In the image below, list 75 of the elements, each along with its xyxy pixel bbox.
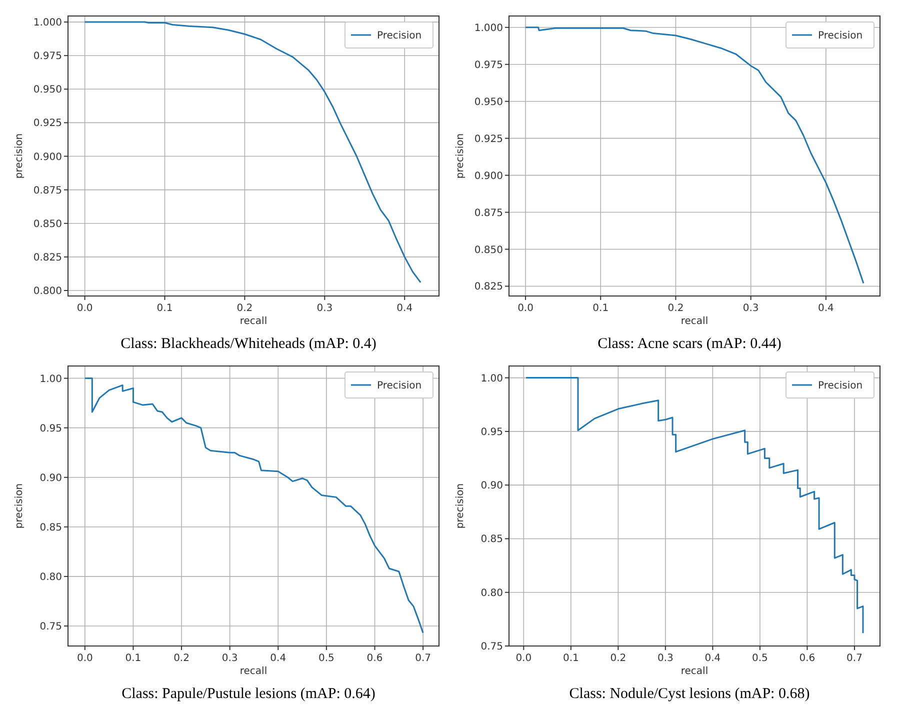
y-tick-label: 0.975 <box>474 60 503 71</box>
legend-label: Precision <box>377 30 422 42</box>
y-tick-label: 1.000 <box>474 22 503 34</box>
x-tick-label: 0.2 <box>610 653 626 664</box>
x-axis-title: recall <box>240 666 268 677</box>
x-axis-title: recall <box>680 316 708 327</box>
y-tick-label: 0.875 <box>33 185 62 196</box>
y-tick-label: 0.900 <box>33 152 62 163</box>
x-tick-label: 0.6 <box>366 653 383 664</box>
y-tick-label: 0.75 <box>480 642 503 652</box>
y-tick-label: 0.75 <box>40 621 62 632</box>
y-tick-label: 0.825 <box>33 252 62 264</box>
y-tick-label: 0.950 <box>474 96 503 108</box>
x-tick-label: 0.4 <box>704 653 721 664</box>
y-tick-label: 0.80 <box>480 588 503 599</box>
y-tick-label: 0.850 <box>474 244 503 256</box>
text: Class: Acne scars (mAP: 0.44) <box>598 336 782 352</box>
line-series <box>525 377 864 634</box>
y-tick-label: 0.95 <box>480 426 503 438</box>
y-tick-label: 1.00 <box>40 374 62 385</box>
x-tick-label: 0.2 <box>236 303 253 314</box>
x-tick-label: 0.1 <box>592 303 609 314</box>
x-tick-label: 0.2 <box>174 653 190 664</box>
y-tick-label: 0.80 <box>40 572 62 583</box>
line-series <box>84 21 422 284</box>
x-tick-label: 0.0 <box>516 653 532 664</box>
x-tick-label: 0.3 <box>316 303 333 314</box>
y-tick-label: 0.825 <box>474 282 503 293</box>
x-tick-label: 0.0 <box>518 303 534 314</box>
y-tick-label: 0.850 <box>33 218 62 230</box>
y-tick-label: 0.90 <box>480 480 503 492</box>
x-tick-label: 0.1 <box>125 653 142 664</box>
x-tick-label: 0.6 <box>799 653 816 664</box>
legend-label: Precision <box>818 30 863 42</box>
line-series <box>524 26 864 284</box>
text: Class: Papule/Pustule lesions (mAP: 0.64) <box>122 686 376 702</box>
x-tick-label: 0.7 <box>415 653 432 664</box>
y-axis-title: precision <box>455 133 466 179</box>
y-tick-label: 1.00 <box>480 373 503 384</box>
x-tick-label: 0.5 <box>318 653 334 664</box>
x-tick-label: 0.0 <box>76 303 93 314</box>
y-tick-label: 0.875 <box>474 208 503 219</box>
y-tick-label: 0.95 <box>40 423 62 434</box>
y-tick-label: 1.000 <box>33 18 62 29</box>
x-tick-label: 0.5 <box>752 653 768 664</box>
x-tick-label: 0.7 <box>846 653 862 664</box>
legend-label: Precision <box>377 380 422 392</box>
y-axis-title: precision <box>455 483 466 529</box>
text: Class: Nodule/Cyst lesions (mAP: 0.68) <box>569 686 810 702</box>
x-tick-label: 0.1 <box>156 303 173 314</box>
x-tick-label: 0.4 <box>396 303 413 314</box>
legend-label: Precision <box>818 380 863 392</box>
x-tick-label: 0.0 <box>76 653 93 664</box>
x-axis-title: recall <box>680 666 708 677</box>
x-tick-label: 0.1 <box>562 653 579 664</box>
y-axis-title: precision <box>14 133 25 179</box>
y-tick-label: 0.950 <box>33 84 62 96</box>
line-series <box>84 378 424 634</box>
y-tick-label: 0.925 <box>33 118 62 130</box>
text: Class: Blackheads/Whiteheads (mAP: 0.4) <box>120 336 376 352</box>
x-tick-label: 0.4 <box>818 303 834 314</box>
y-tick-label: 0.900 <box>474 170 503 182</box>
y-tick-label: 0.800 <box>33 286 62 297</box>
x-tick-label: 0.3 <box>222 653 238 664</box>
y-tick-label: 0.90 <box>40 472 62 484</box>
y-tick-label: 0.85 <box>40 522 62 534</box>
y-tick-label: 0.85 <box>480 534 503 546</box>
x-tick-label: 0.4 <box>270 653 286 664</box>
y-tick-label: 0.975 <box>33 51 62 62</box>
x-tick-label: 0.3 <box>657 653 674 664</box>
y-axis-title: precision <box>14 483 25 529</box>
x-tick-label: 0.2 <box>668 303 684 314</box>
x-axis-title: recall <box>240 316 268 327</box>
y-tick-label: 0.925 <box>474 134 503 145</box>
x-tick-label: 0.3 <box>742 303 759 314</box>
